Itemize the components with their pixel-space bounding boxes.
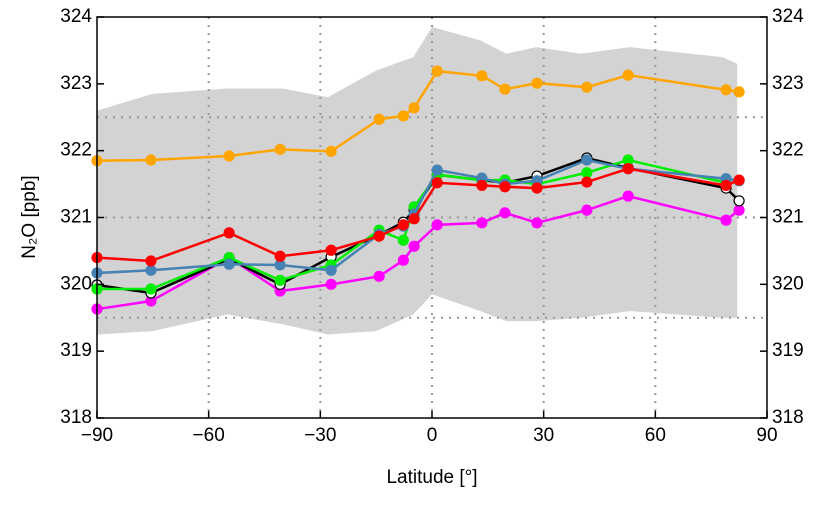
data-point	[499, 181, 511, 193]
y2-tick-label: 324	[772, 6, 804, 27]
data-point	[531, 182, 543, 194]
data-point	[720, 214, 732, 226]
series-line	[96, 158, 740, 275]
data-point	[431, 164, 443, 176]
y-tick-label: 322	[60, 140, 92, 161]
data-point	[581, 176, 593, 188]
data-point	[408, 213, 420, 225]
data-point	[622, 190, 634, 202]
data-point	[733, 204, 745, 216]
y2-tick-label: 322	[772, 140, 804, 161]
data-point	[581, 167, 593, 179]
data-point	[145, 283, 157, 295]
data-point	[720, 84, 732, 96]
data-point	[397, 219, 409, 231]
x-axis-label: Latitude [°]	[386, 467, 477, 488]
series-line	[96, 194, 740, 311]
series-line	[96, 69, 740, 162]
data-point	[531, 217, 543, 229]
data-point	[223, 150, 235, 162]
y-tick-label: 323	[60, 73, 92, 94]
data-point	[274, 274, 286, 286]
data-point	[397, 110, 409, 122]
x-tick-label: 60	[645, 425, 666, 446]
data-point	[373, 230, 385, 242]
data-point	[581, 81, 593, 93]
x-tick-label: 0	[427, 425, 438, 446]
data-point	[476, 179, 488, 192]
data-point	[720, 179, 732, 192]
y-tick-label: 324	[60, 6, 92, 27]
data-point	[499, 207, 511, 219]
x-tick-label: −60	[193, 425, 225, 446]
data-point	[223, 227, 235, 239]
y2-tick-label: 319	[772, 340, 804, 361]
y2-tick-label: 318	[772, 407, 804, 428]
data-point	[531, 77, 543, 89]
data-point	[408, 102, 420, 114]
data-point	[145, 264, 157, 276]
y2-tick-label: 320	[772, 273, 804, 294]
data-point	[274, 250, 286, 262]
data-point	[274, 143, 286, 155]
y-axis-label: N₂O [ppb]	[19, 175, 40, 258]
data-point	[431, 177, 443, 189]
data-point	[325, 278, 337, 290]
data-point	[431, 219, 443, 231]
data-point	[325, 264, 337, 276]
data-point	[733, 174, 745, 186]
data-point	[476, 70, 488, 82]
x-tick-label: 90	[756, 425, 777, 446]
data-point	[325, 244, 337, 256]
data-point	[397, 234, 409, 246]
data-point	[397, 254, 409, 266]
data-point	[622, 163, 634, 175]
x-tick-label: 30	[533, 425, 554, 446]
x-tick-label: −90	[81, 425, 113, 446]
y-tick-label: 321	[60, 207, 92, 228]
y-tick-label: 318	[60, 407, 92, 428]
data-point	[373, 270, 385, 282]
y2-tick-label: 323	[772, 73, 804, 94]
data-point	[431, 65, 443, 77]
y-tick-label: 319	[60, 340, 92, 361]
data-point	[499, 83, 511, 95]
y-tick-label: 320	[60, 273, 92, 294]
data-point	[145, 154, 157, 166]
data-point	[581, 204, 593, 216]
data-point	[325, 145, 337, 157]
data-point	[145, 255, 157, 267]
data-point	[408, 240, 420, 252]
x-tick-label: −30	[304, 425, 336, 446]
data-point	[373, 113, 385, 125]
data-point	[223, 258, 235, 270]
data-point	[733, 195, 745, 207]
data-point	[476, 217, 488, 229]
data-point	[733, 86, 745, 98]
data-point	[581, 154, 593, 166]
series-line	[96, 167, 740, 263]
y2-tick-label: 321	[772, 207, 804, 228]
spread-band	[97, 27, 738, 335]
data-point	[622, 69, 634, 81]
